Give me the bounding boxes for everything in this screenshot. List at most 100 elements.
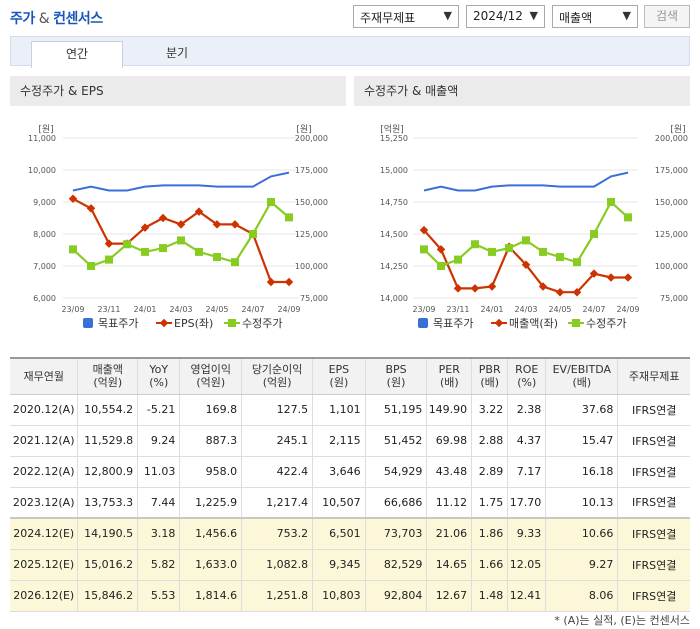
data-point xyxy=(437,262,445,270)
x-tick: 23/09 xyxy=(412,305,435,314)
left-tick: 15,000 xyxy=(380,166,408,175)
grid-lines xyxy=(414,137,638,299)
table-cell: 9.24 xyxy=(137,425,180,457)
table-cell: 1.48 xyxy=(471,580,508,612)
table-cell: 3.18 xyxy=(137,517,180,550)
right-tick: 100,000 xyxy=(295,262,328,271)
table-cell: IFRS연결 xyxy=(617,425,690,457)
series-line-0 xyxy=(72,171,290,192)
table-cell: 10,507 xyxy=(312,487,366,519)
table-cell: 3.22 xyxy=(471,394,508,426)
page-title: 주가 & 컨센서스 xyxy=(10,8,103,28)
table-cell: 15,016.2 xyxy=(77,549,138,581)
tab-quarterly[interactable]: 분기 xyxy=(165,46,189,60)
table-cell: 14,190.5 xyxy=(77,517,138,550)
table-cell: IFRS연결 xyxy=(617,549,690,581)
table-cell: 422.4 xyxy=(241,456,313,488)
table-cell: 1,251.8 xyxy=(241,580,313,612)
table-cell: 10.66 xyxy=(545,517,618,550)
grid-lines xyxy=(63,137,299,299)
chart-panel-revenue: 수정주가 & 매출액 [억원] [원] 15,250 15,000 14,750… xyxy=(354,76,690,334)
table-cell: 7.44 xyxy=(137,487,180,519)
table-cell: 1,082.8 xyxy=(241,549,313,581)
data-point xyxy=(419,225,429,235)
table-cell: 3,646 xyxy=(312,456,366,488)
data-point xyxy=(267,198,275,206)
x-tick: 24/03 xyxy=(169,305,192,314)
col-header: PBR (배) xyxy=(471,357,508,395)
data-point xyxy=(487,282,497,291)
table-cell: 245.1 xyxy=(241,425,313,457)
data-point xyxy=(556,253,564,262)
table-row: 2023.12(A) 13,753.3 7.44 1,225.9 1,217.4 10,5… xyxy=(10,487,690,519)
legend-swatch-eps xyxy=(159,318,169,328)
col-header: EPS (원) xyxy=(312,357,366,395)
metric-select[interactable]: 매출액 ▼ xyxy=(552,5,638,28)
table-cell: 13,753.3 xyxy=(77,487,138,519)
statement-type-select[interactable]: 주재무제표 ▼ xyxy=(353,5,459,28)
tab-annual[interactable]: 연간 xyxy=(31,41,123,68)
left-tick: 9,000 xyxy=(33,198,56,207)
footnote: * (A)는 실적, (E)는 컨센서스 xyxy=(554,614,690,627)
series-line-0 xyxy=(423,171,629,192)
chart-title: 수정주가 & EPS xyxy=(10,76,346,106)
table-cell: IFRS연결 xyxy=(617,456,690,488)
table-cell: 1.75 xyxy=(471,487,508,519)
metric-value: 매출액 xyxy=(559,11,593,25)
table-cell: 753.2 xyxy=(241,517,313,550)
table-cell: IFRS연결 xyxy=(617,487,690,519)
table-cell: 11,529.8 xyxy=(77,425,138,457)
table-row: 2026.12(E) 15,846.2 5.53 1,814.6 1,251.8 10,8… xyxy=(10,580,690,612)
table-cell: 127.5 xyxy=(241,394,313,426)
right-axis-unit: [원] xyxy=(296,124,311,135)
table-cell: 5.82 xyxy=(137,549,180,581)
table-cell: 1,225.9 xyxy=(179,487,242,519)
table-cell: 1,101 xyxy=(312,394,366,426)
data-point xyxy=(249,230,257,238)
right-tick: 75,000 xyxy=(660,294,688,303)
table-cell: 17.70 xyxy=(507,487,546,519)
chevron-down-icon: ▼ xyxy=(529,9,538,22)
left-tick: 10,000 xyxy=(28,166,56,175)
col-header: 영업이익 (억원) xyxy=(179,357,242,395)
table-cell: 82,529 xyxy=(364,549,427,581)
search-button[interactable]: 검색 xyxy=(644,5,690,28)
table-cell: 149.90 xyxy=(426,394,472,426)
table-cell: 9,345 xyxy=(312,549,366,581)
right-ticks: 200,000 175,000 150,000 125,000 100,000 … xyxy=(655,134,688,303)
x-tick: 24/01 xyxy=(133,305,156,314)
table-cell: 73,703 xyxy=(364,517,427,550)
table-cell: 10,803 xyxy=(312,580,366,612)
left-tick: 6,000 xyxy=(33,294,56,303)
legend-label: 수정주가 xyxy=(586,317,626,330)
table-cell: 2.89 xyxy=(471,456,508,488)
chart-legend: 목표주가 매출액(좌) 수정주가 xyxy=(418,317,626,330)
table-cell: 37.68 xyxy=(545,394,618,426)
legend-label: 목표주가 xyxy=(433,317,473,330)
table-cell: 2026.12(E) xyxy=(10,580,78,612)
table-cell: 12.05 xyxy=(507,549,546,581)
table-cell: 92,804 xyxy=(364,580,427,612)
table-cell: 1,456.6 xyxy=(179,517,242,550)
table-cell: 51,452 xyxy=(364,425,427,457)
x-tick: 23/09 xyxy=(61,305,84,314)
right-tick: 125,000 xyxy=(655,230,688,239)
col-header: 재무연월 xyxy=(10,357,78,395)
data-point xyxy=(454,255,462,264)
left-axis-unit: [억원] xyxy=(380,123,404,135)
chart-panel-eps: 수정주가 & EPS [원] [원] 11,000 10,000 9,000 8… xyxy=(10,76,346,334)
right-ticks: 200,000 175,000 150,000 125,000 100,000 … xyxy=(295,134,328,303)
data-point xyxy=(573,258,581,267)
data-point xyxy=(521,260,531,269)
table-cell: 169.8 xyxy=(179,394,242,426)
x-tick: 24/01 xyxy=(480,305,503,314)
table-cell: 51,195 xyxy=(364,394,427,426)
col-header: 매출액 (억원) xyxy=(77,357,138,395)
table-cell: 9.27 xyxy=(545,549,618,581)
data-point xyxy=(194,207,204,216)
table-cell: 7.17 xyxy=(507,456,546,488)
chart-eps: [원] [원] 11,000 10,000 9,000 8,000 7,000 … xyxy=(28,124,328,330)
period-select[interactable]: 2024/12 ▼ xyxy=(466,5,545,28)
table-cell: 10,554.2 xyxy=(77,394,138,426)
x-tick: 24/09 xyxy=(277,305,300,314)
